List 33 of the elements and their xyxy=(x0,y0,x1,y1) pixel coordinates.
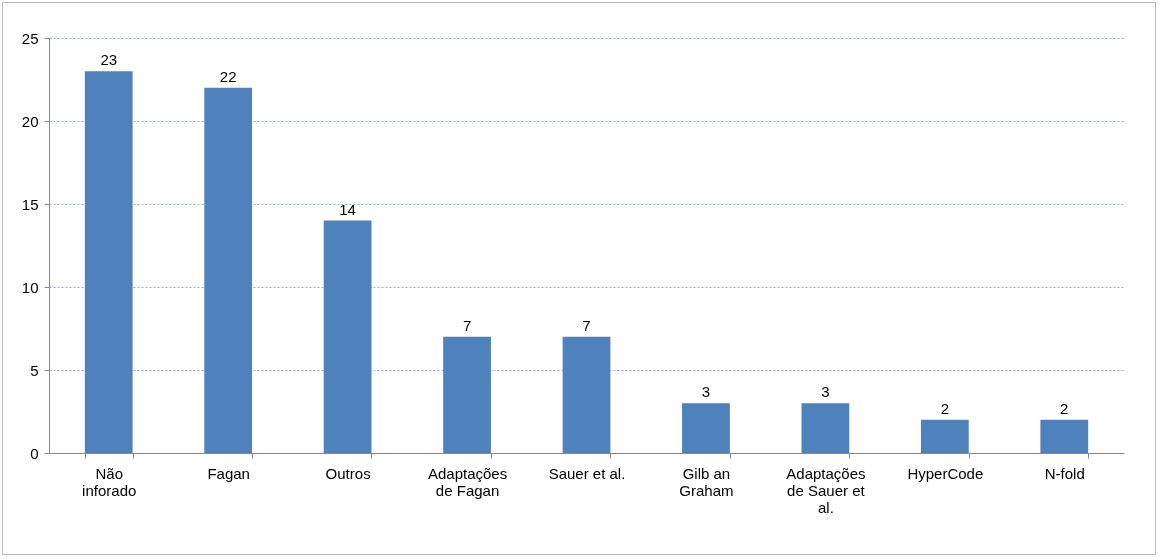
bar xyxy=(682,403,730,453)
bar xyxy=(204,87,253,453)
y-tick-label: 0 xyxy=(30,444,39,462)
x-tick-label: Sauer et al. xyxy=(548,464,626,482)
x-tick-label: Adaptações de Sauer et al. xyxy=(786,464,866,516)
data-label: 3 xyxy=(821,383,830,401)
bar xyxy=(801,403,850,453)
bar xyxy=(443,336,491,453)
x-tick-label: Não inforado xyxy=(82,464,137,499)
x-tick-label: N-fold xyxy=(1044,464,1085,482)
y-tick-label: 10 xyxy=(21,278,39,296)
data-label: 2 xyxy=(940,399,950,417)
data-label: 22 xyxy=(219,67,237,85)
data-label: 7 xyxy=(462,316,472,334)
y-tick-label: 5 xyxy=(30,361,39,379)
x-tick-label: HyperCode xyxy=(907,464,984,482)
y-tick-label: 20 xyxy=(21,112,39,130)
x-tick-label: Fagan xyxy=(207,464,250,482)
y-tick-label: 25 xyxy=(21,29,39,47)
x-tick-label: Outros xyxy=(325,464,371,482)
data-label: 7 xyxy=(582,316,591,334)
data-label: 23 xyxy=(100,51,118,69)
x-tick-label: Adaptações de Fagan xyxy=(427,464,508,499)
bar xyxy=(323,220,372,453)
data-label: 14 xyxy=(339,200,356,218)
data-label: 3 xyxy=(701,383,711,401)
x-tick-label: Gilb an Graham xyxy=(679,464,734,499)
bar xyxy=(920,419,969,453)
bar xyxy=(1040,419,1089,453)
y-tick-label: 15 xyxy=(21,195,39,213)
bar xyxy=(562,336,611,453)
bar xyxy=(84,71,133,453)
data-label: 2 xyxy=(1060,399,1069,417)
